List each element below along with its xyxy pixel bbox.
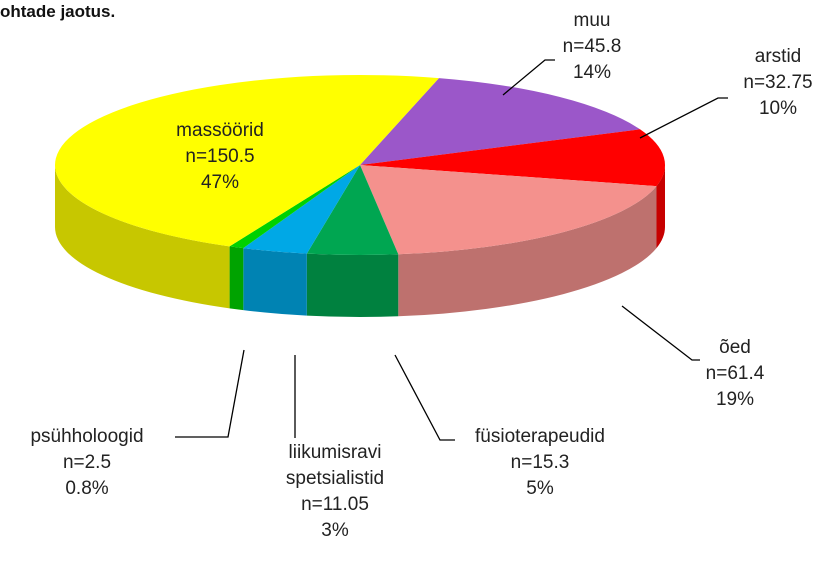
pie-slice — [360, 78, 640, 165]
leader-lines — [175, 59, 728, 441]
slice-label: õed n=61.4 19% — [675, 335, 795, 413]
leader-line — [394, 354, 455, 441]
leader-line — [175, 349, 245, 438]
label-cat: psühholoogid — [30, 426, 144, 447]
slice-label: muu n=45.8 14% — [532, 8, 652, 86]
pie-slice — [55, 75, 439, 247]
pie-side — [229, 246, 244, 311]
label-cat: arstid — [754, 46, 802, 67]
label-pct: 19% — [715, 389, 755, 410]
slice-label: massöörid n=150.5 47% — [145, 118, 295, 196]
pie-slice — [360, 129, 665, 187]
slice-label: arstid n=32.75 10% — [718, 44, 821, 122]
pie-side — [243, 248, 307, 316]
label-pct: 14% — [572, 62, 612, 83]
pie-side — [306, 253, 399, 318]
label-cat: muu — [573, 10, 611, 31]
label-cat: füsioterapeudid — [475, 426, 605, 447]
label-pct: 5% — [526, 478, 554, 499]
leader-line — [621, 305, 700, 361]
label-pct: 0.8% — [65, 478, 109, 499]
slice-label: liikumisravi spetsialistid n=11.05 3% — [265, 440, 405, 544]
pie-sides — [55, 165, 665, 318]
leader-line — [639, 97, 728, 139]
label-cat: õed — [719, 337, 751, 358]
label-val: n=32.75 — [743, 72, 813, 93]
leader-line — [502, 59, 555, 96]
pie-side — [55, 165, 230, 309]
label-pct: 47% — [200, 172, 240, 193]
label-val: n=61.4 — [705, 363, 765, 384]
label-cat: massöörid — [176, 120, 264, 141]
pie-slice — [229, 165, 360, 249]
label-val: n=150.5 — [185, 146, 255, 167]
label-val: n=45.8 — [562, 36, 622, 57]
label-val: n=15.3 — [510, 452, 570, 473]
pie-slice — [360, 165, 657, 255]
pie-side — [656, 165, 665, 249]
label-pct: 3% — [321, 520, 349, 541]
pie-slice — [306, 165, 399, 255]
slice-label: psühholoogid n=2.5 0.8% — [12, 424, 162, 502]
label-pct: 10% — [758, 98, 798, 119]
label-val: n=2.5 — [62, 452, 112, 473]
chart-title: ohtade jaotus. — [0, 2, 116, 21]
pie-side — [398, 186, 657, 317]
label-val: n=11.05 — [301, 494, 369, 515]
pie-tops — [55, 75, 665, 255]
pie-slice — [243, 165, 360, 254]
slice-label: füsioterapeudid n=15.3 5% — [440, 424, 640, 502]
label-cat: liikumisravi spetsialistid — [285, 442, 385, 489]
